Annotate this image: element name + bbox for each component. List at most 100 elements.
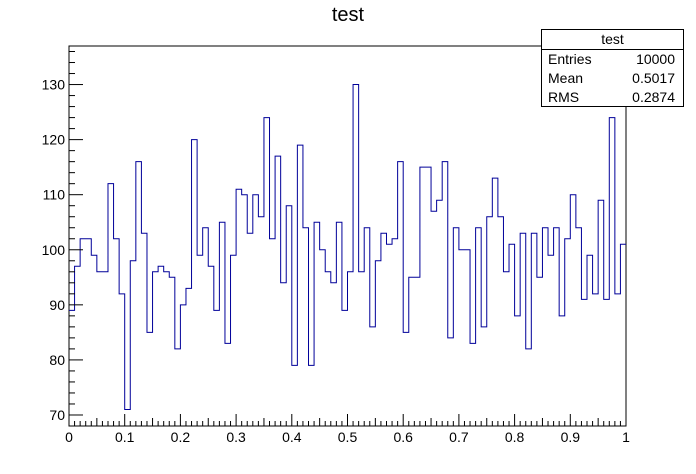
histogram-bin bbox=[526, 349, 532, 426]
histogram-bin bbox=[125, 409, 131, 426]
histogram-bin bbox=[325, 272, 331, 426]
histogram-bin bbox=[348, 272, 354, 426]
histogram-bin bbox=[225, 343, 231, 426]
stats-value: 0.2874 bbox=[632, 89, 675, 105]
histogram-bin bbox=[180, 305, 186, 426]
histogram-bin bbox=[537, 277, 543, 426]
histogram-bin bbox=[559, 316, 565, 426]
x-tick-label: 0.6 bbox=[393, 429, 413, 445]
histogram-bin bbox=[587, 255, 593, 426]
histogram-bin bbox=[531, 233, 537, 426]
histogram-bin bbox=[381, 233, 387, 426]
histogram-bin bbox=[386, 244, 392, 426]
histogram-bin bbox=[270, 239, 276, 426]
histogram-bin bbox=[448, 338, 454, 426]
histogram-bin bbox=[342, 310, 348, 426]
x-tick-label: 0.8 bbox=[505, 429, 525, 445]
stats-box: test Entries 10000 Mean 0.5017 RMS 0.287… bbox=[541, 29, 684, 107]
stats-label: RMS bbox=[548, 89, 580, 105]
histogram-bin bbox=[242, 195, 248, 426]
histogram-bin bbox=[593, 294, 599, 426]
histogram-bin bbox=[114, 239, 120, 426]
histogram-layer bbox=[69, 84, 626, 426]
histogram-bin bbox=[292, 365, 298, 426]
histogram-bin bbox=[565, 239, 571, 426]
histogram-bin bbox=[609, 118, 615, 426]
histogram-bin bbox=[214, 310, 220, 426]
histogram-bin bbox=[420, 167, 426, 426]
stats-label: Entries bbox=[548, 51, 592, 67]
histogram-bin bbox=[481, 327, 487, 426]
histogram-bin bbox=[281, 283, 287, 426]
histogram-bin bbox=[147, 332, 153, 426]
histogram-bin bbox=[442, 162, 448, 426]
histogram-bin bbox=[492, 178, 498, 426]
y-tick-label: 70 bbox=[49, 407, 65, 423]
histogram-bin bbox=[286, 206, 292, 426]
histogram-bin bbox=[275, 156, 281, 426]
histogram-bin bbox=[375, 261, 381, 426]
histogram-bin bbox=[353, 85, 359, 426]
histogram-bin bbox=[425, 167, 431, 426]
histogram-bin bbox=[581, 299, 587, 426]
x-tick-label: 0.5 bbox=[338, 429, 358, 445]
y-tick-label: 120 bbox=[42, 132, 66, 148]
histogram-bin bbox=[414, 277, 420, 426]
y-tick-label: 110 bbox=[43, 187, 66, 203]
x-tick-label: 0.9 bbox=[561, 429, 581, 445]
histogram-bin bbox=[219, 222, 225, 426]
histogram-bin bbox=[620, 244, 626, 426]
histogram-bin bbox=[498, 217, 504, 426]
y-tick-label: 90 bbox=[49, 297, 65, 313]
x-tick-label: 0 bbox=[65, 429, 73, 445]
x-tick-label: 0.2 bbox=[171, 429, 191, 445]
histogram-bin bbox=[69, 310, 75, 426]
histogram-outline bbox=[69, 84, 626, 410]
histogram-bin bbox=[97, 272, 103, 426]
histogram-bin bbox=[75, 266, 81, 426]
stats-row-mean: Mean 0.5017 bbox=[542, 69, 683, 88]
histogram-bin bbox=[91, 255, 97, 426]
histogram-bin bbox=[403, 332, 409, 426]
histogram-bin bbox=[108, 184, 114, 426]
histogram-bin bbox=[598, 200, 604, 426]
histogram-bin bbox=[615, 294, 621, 426]
histogram-bin bbox=[459, 250, 465, 426]
histogram-bin bbox=[297, 145, 303, 426]
histogram-bin bbox=[576, 228, 582, 426]
histogram-bin bbox=[392, 239, 398, 426]
histogram-bin bbox=[153, 272, 159, 426]
x-tick-label: 0.7 bbox=[449, 429, 469, 445]
histogram-bin bbox=[503, 272, 509, 426]
x-tick-label: 0.1 bbox=[115, 429, 135, 445]
histogram-bin bbox=[548, 255, 554, 426]
x-tick-label: 1 bbox=[622, 429, 630, 445]
stats-box-title: test bbox=[542, 30, 683, 50]
x-tick-label: 0.4 bbox=[282, 429, 302, 445]
histogram-bin bbox=[515, 316, 521, 426]
histogram-bin bbox=[487, 217, 493, 426]
histogram-bin bbox=[86, 239, 92, 426]
histogram-bin bbox=[398, 162, 404, 426]
histogram-bin bbox=[119, 294, 125, 426]
histogram-bin bbox=[264, 118, 270, 426]
histogram-bin bbox=[476, 228, 482, 426]
stats-value: 10000 bbox=[636, 51, 675, 67]
histogram-bin bbox=[247, 233, 253, 426]
histogram-bin bbox=[309, 365, 315, 426]
y-tick-label: 130 bbox=[42, 77, 66, 93]
histogram-bin bbox=[364, 228, 370, 426]
axes-layer: 0 0.1 0.2 0.3 0.4 0.5 0.6 0.7 0.8 0.9 1 70 80 90 100 11… bbox=[42, 51, 630, 445]
histogram-bin bbox=[437, 200, 443, 426]
histogram-bin bbox=[258, 217, 264, 426]
histogram-bin bbox=[141, 233, 147, 426]
histogram-bin bbox=[464, 250, 470, 426]
histogram-bin bbox=[203, 228, 209, 426]
histogram-bin bbox=[320, 250, 326, 426]
histogram-bin bbox=[409, 277, 415, 426]
histogram-bin bbox=[303, 228, 309, 426]
histogram-bin bbox=[197, 255, 203, 426]
y-tick-label: 100 bbox=[42, 242, 66, 258]
histogram-bin bbox=[192, 140, 198, 426]
